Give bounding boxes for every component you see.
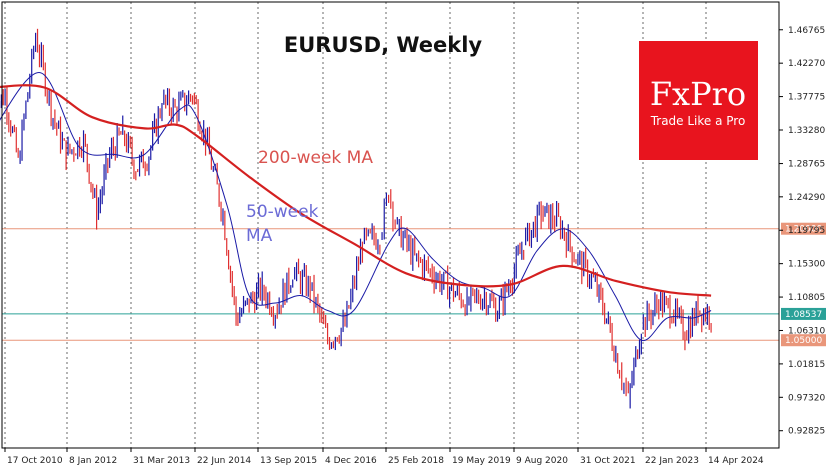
price-badge-2 (781, 334, 826, 347)
y-tick-label-8: 1.10805 (788, 293, 825, 303)
y-tick-label-0: 1.46765 (788, 26, 825, 36)
y-tick-label-9: 1.06310 (788, 326, 825, 336)
logo-tagline: Trade Like a Pro (650, 114, 746, 128)
y-tick-label-5: 1.24290 (788, 193, 825, 203)
x-tick-label-0: 17 Oct 2010 (7, 456, 63, 466)
x-tick-label-6: 25 Feb 2018 (388, 456, 444, 466)
x-tick-label-9: 31 Oct 2021 (580, 456, 636, 466)
y-tick-label-3: 1.33280 (788, 126, 825, 136)
y-tick-label-2: 1.37775 (788, 93, 825, 103)
x-tick-label-3: 22 Jun 2014 (197, 456, 251, 466)
vertical-gridlines (4, 2, 707, 448)
x-axis: 17 Oct 2010 8 Jan 2012 31 Mar 2013 22 Jun 2… (4, 448, 764, 466)
ma50-line (0, 72, 712, 341)
y-tick-label-7: 1.15300 (788, 260, 825, 270)
annotation-200-week-ma: 200-week MA (258, 148, 373, 168)
x-tick-label-2: 31 Mar 2013 (133, 456, 190, 466)
series-layer (0, 28, 712, 409)
chart-title: EURUSD, Weekly (284, 33, 483, 57)
annotation-50-week: 50-week (246, 202, 319, 222)
ma200-line (0, 84, 712, 297)
y-tick-label-11: 0.97320 (788, 393, 825, 403)
y-tick-label-4: 1.28765 (788, 160, 825, 170)
price-series (0, 28, 712, 409)
x-tick-label-1: 8 Jan 2012 (69, 456, 117, 466)
y-tick-label-6: 1.19795 (788, 226, 825, 236)
logo-brand: FxPro (650, 75, 746, 113)
fxpro-logo: FxPro Trade Like a Pro (639, 41, 758, 160)
price-badge-label-0: 1.20000 (785, 225, 822, 235)
price-badge-0 (781, 222, 826, 235)
x-tick-label-11: 14 Apr 2024 (708, 456, 764, 466)
y-axis: 1.46765 1.42270 1.37775 1.33280 1.28765 1.242… (779, 26, 825, 437)
price-badge-1 (781, 307, 826, 320)
price-badge-label-2: 1.05000 (785, 336, 822, 346)
price-badge-label-1: 1.08537 (785, 310, 822, 320)
plot-frame (1, 1, 780, 449)
x-tick-label-10: 22 Jan 2023 (645, 456, 699, 466)
y-tick-label-12: 0.92825 (788, 427, 825, 437)
y-tick-label-10: 1.01815 (788, 360, 825, 370)
x-tick-label-8: 9 Aug 2020 (516, 456, 568, 466)
x-tick-label-7: 19 May 2019 (452, 456, 511, 466)
x-tick-label-5: 4 Dec 2016 (325, 456, 377, 466)
annotation-ma: MA (246, 226, 273, 246)
logo-background (639, 41, 758, 160)
x-tick-label-4: 13 Sep 2015 (260, 456, 317, 466)
y-tick-label-1: 1.42270 (788, 59, 825, 69)
price-badges: 1.20000 1.08537 1.05000 (781, 222, 826, 347)
